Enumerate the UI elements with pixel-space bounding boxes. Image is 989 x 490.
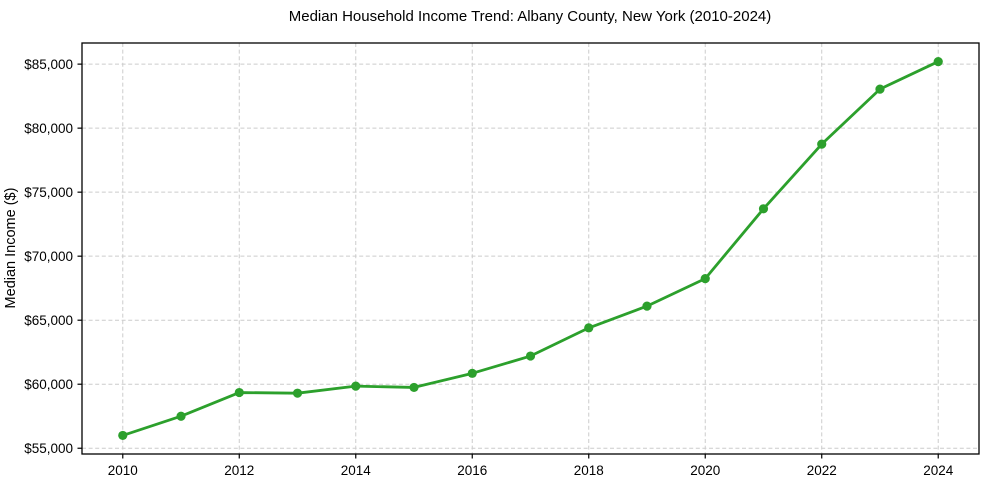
axis-layer: $55,000 $60,000 $65,000 $70,000 $75,000 $80,0… — [24, 57, 954, 478]
y-tick-label: $80,000 — [24, 121, 73, 136]
data-point-2017 — [525, 351, 536, 361]
y-tick-label: $65,000 — [24, 313, 73, 328]
y-axis-label: Median Income ($) — [3, 188, 19, 309]
x-tick-label: 2022 — [807, 463, 837, 478]
x-tick-label: 2018 — [574, 463, 604, 478]
x-tick-label: 2010 — [108, 463, 138, 478]
y-tick-label: $55,000 — [24, 441, 73, 456]
x-tick-label: 2012 — [224, 463, 254, 478]
data-point-2022 — [817, 139, 827, 149]
x-tick-label: 2014 — [341, 463, 372, 478]
y-tick-label: $85,000 — [24, 57, 73, 72]
data-point-2018 — [584, 323, 594, 333]
y-tick-label: $70,000 — [24, 249, 73, 264]
y-tick-label: $75,000 — [24, 185, 73, 200]
grid-layer — [82, 43, 979, 454]
data-point-2013 — [292, 388, 303, 398]
data-layer — [118, 56, 943, 441]
data-point-2014 — [351, 381, 361, 391]
data-point-2023 — [875, 84, 885, 94]
plot-border — [81, 42, 980, 455]
data-point-2019 — [642, 301, 652, 311]
x-tick-label: 2024 — [923, 463, 954, 478]
x-tick-label: 2020 — [690, 463, 720, 478]
data-point-2020 — [700, 273, 710, 284]
data-point-2016 — [467, 368, 477, 378]
y-tick-label: $60,000 — [24, 377, 73, 392]
data-point-2021 — [758, 204, 769, 214]
data-point-2024 — [933, 56, 943, 67]
data-point-2010 — [118, 430, 128, 441]
data-point-2011 — [176, 411, 186, 421]
x-tick-label: 2016 — [457, 463, 487, 478]
chart-title: Median Household Income Trend: Albany Co… — [289, 8, 772, 25]
data-point-2015 — [409, 382, 419, 393]
data-point-2012 — [234, 387, 244, 398]
income-trend-line — [121, 60, 940, 437]
